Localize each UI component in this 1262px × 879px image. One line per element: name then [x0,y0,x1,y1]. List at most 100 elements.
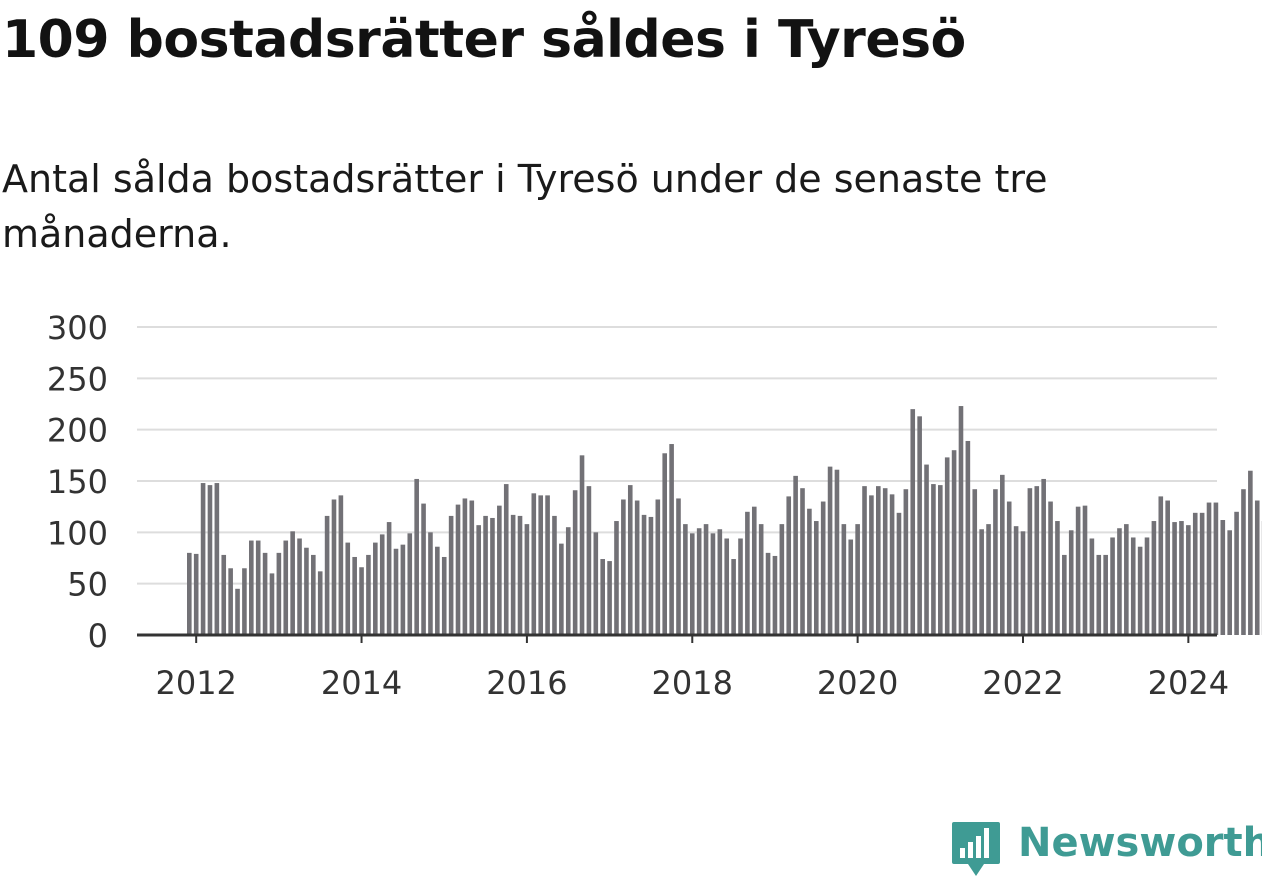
bar [862,486,867,635]
bar [717,529,723,635]
y-tick-label: 200 [47,412,108,450]
bar [428,532,433,635]
bar [1186,525,1191,635]
bar [1179,521,1184,635]
bar [297,538,302,635]
bar [345,542,351,635]
bar [1158,496,1164,635]
bar [311,554,316,635]
bar [772,555,778,635]
bar [545,495,550,635]
bar [379,534,385,635]
bar [593,532,599,635]
bar [786,496,792,635]
x-tick-label: 2024 [1148,664,1229,702]
bar [751,506,757,635]
bar [731,559,736,635]
bar [228,568,233,635]
bar [214,483,220,635]
bar [614,521,619,635]
bar [193,553,199,635]
bar [903,489,909,635]
bar [255,540,261,635]
bar [497,505,502,635]
bar [869,495,874,635]
bar [896,512,902,635]
bar [655,499,661,635]
bar [565,527,571,635]
bar [972,489,978,635]
bar [586,486,592,635]
x-tick-label: 2018 [652,664,733,702]
bar [510,514,516,635]
bar [552,515,557,635]
bar [400,544,406,635]
bar [607,561,612,635]
bar [703,524,709,635]
y-axis-labels: 0 50 100 150 200 250 300 [47,309,108,655]
bar [352,556,357,635]
bar [944,457,950,635]
bar [462,498,468,635]
bar [517,515,523,635]
bar [689,533,695,635]
bar [1075,506,1081,635]
bar [331,499,337,635]
bar [724,538,730,635]
bar [455,504,461,635]
bar [503,484,509,635]
bar [290,531,295,635]
bar [242,568,247,635]
bar [917,416,922,635]
bar [958,406,964,635]
y-tick-label: 150 [47,463,108,501]
x-tick-label: 2012 [155,664,236,702]
bar [986,524,991,635]
bar [621,499,626,635]
bar [1027,488,1033,635]
bar [200,483,206,635]
bar [572,490,578,635]
x-axis-labels: 20122014201620182020202220242026 [155,664,1229,702]
bar [662,453,668,635]
bar [841,524,847,635]
bar [421,503,426,635]
y-tick-label: 250 [47,360,108,398]
bar [262,552,268,635]
bar [304,547,309,635]
y-tick-label: 300 [47,309,108,347]
bar [1013,526,1019,635]
bar [793,475,798,635]
bar [1034,486,1040,635]
bar [441,556,447,635]
bar [249,540,254,635]
bar [758,524,764,635]
x-tick-label: 2022 [982,664,1063,702]
bar [1096,554,1102,635]
bar [683,524,688,635]
bar [1220,520,1226,635]
bar [476,525,481,635]
bar [1048,501,1053,635]
bar [779,524,785,635]
bar [951,450,957,635]
bar [745,511,750,635]
bar [800,488,805,635]
bar [1117,528,1122,635]
bar [435,546,440,635]
bar [1020,531,1026,635]
bar [221,554,227,635]
bar [965,440,971,635]
bar [1192,512,1198,635]
bar [876,486,881,635]
bar [765,552,771,635]
bar [1213,502,1219,635]
bar [483,515,488,635]
bar [448,515,454,635]
bar [813,521,819,635]
bar [366,554,371,635]
bar [1151,521,1157,635]
chart-subtitle: Antal sålda bostadsrätter i Tyresö under… [2,157,1048,256]
y-tick-label: 0 [88,617,108,655]
bar [531,493,537,635]
